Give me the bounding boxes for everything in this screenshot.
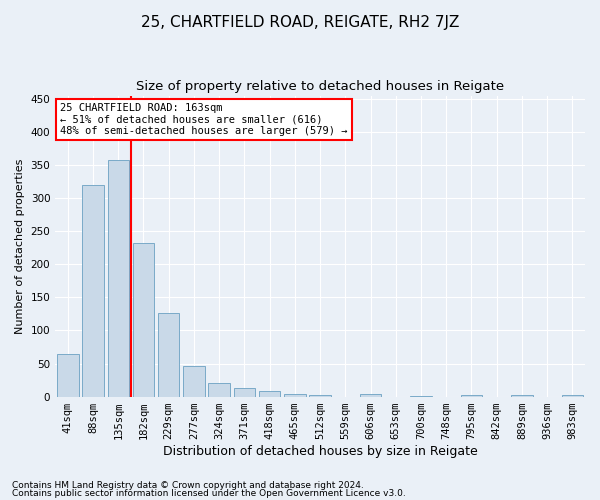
Text: Contains HM Land Registry data © Crown copyright and database right 2024.: Contains HM Land Registry data © Crown c… <box>12 481 364 490</box>
Bar <box>233 388 255 396</box>
Bar <box>107 160 129 396</box>
Bar <box>284 394 305 396</box>
Text: 25 CHARTFIELD ROAD: 163sqm
← 51% of detached houses are smaller (616)
48% of sem: 25 CHARTFIELD ROAD: 163sqm ← 51% of deta… <box>61 103 348 136</box>
Bar <box>360 394 381 396</box>
Bar <box>562 394 583 396</box>
Bar <box>57 354 79 397</box>
Title: Size of property relative to detached houses in Reigate: Size of property relative to detached ho… <box>136 80 504 93</box>
Bar <box>133 243 154 396</box>
Bar <box>208 382 230 396</box>
Bar <box>82 185 104 396</box>
Bar <box>259 392 280 396</box>
Text: 25, CHARTFIELD ROAD, REIGATE, RH2 7JZ: 25, CHARTFIELD ROAD, REIGATE, RH2 7JZ <box>141 15 459 30</box>
X-axis label: Distribution of detached houses by size in Reigate: Distribution of detached houses by size … <box>163 444 478 458</box>
Bar <box>511 394 533 396</box>
Bar <box>461 394 482 396</box>
Text: Contains public sector information licensed under the Open Government Licence v3: Contains public sector information licen… <box>12 488 406 498</box>
Bar <box>183 366 205 396</box>
Bar <box>158 313 179 396</box>
Y-axis label: Number of detached properties: Number of detached properties <box>15 158 25 334</box>
